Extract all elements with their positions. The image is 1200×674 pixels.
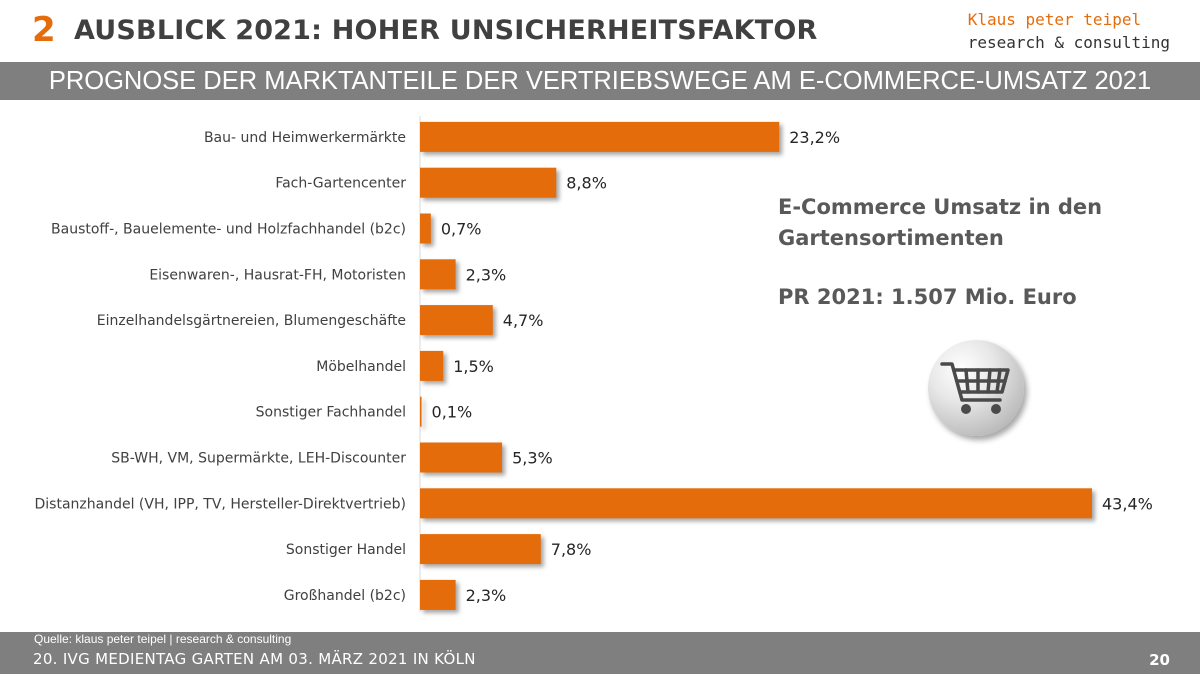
info-heading: E-Commerce Umsatz in den Gartensortiment… bbox=[778, 195, 1103, 250]
footer-event: 20. IVG MEDIENTAG GARTEN AM 03. MÄRZ 202… bbox=[33, 650, 476, 668]
category-label: Baustoff-, Bauelemente- und Holzfachhand… bbox=[51, 222, 406, 238]
data-label: 2,3% bbox=[466, 265, 507, 284]
category-label: Möbelhandel bbox=[316, 359, 406, 375]
data-label: 4,7% bbox=[503, 311, 544, 330]
logo-line-1: Klaus peter teipel bbox=[967, 10, 1142, 29]
category-label: Sonstiger Fachhandel bbox=[256, 405, 406, 421]
bar bbox=[420, 442, 503, 473]
category-label: Bau- und Heimwerkermärkte bbox=[204, 130, 406, 146]
logo-line-2: research & consulting bbox=[967, 33, 1170, 52]
bar bbox=[420, 534, 541, 565]
category-label: Eisenwaren-, Hausrat-FH, Motoristen bbox=[149, 267, 406, 283]
bar bbox=[420, 305, 493, 336]
shopping-cart-icon bbox=[928, 340, 1024, 436]
category-label: Sonstiger Handel bbox=[286, 542, 406, 558]
data-label: 1,5% bbox=[453, 357, 494, 376]
bar bbox=[420, 121, 780, 152]
data-label: 5,3% bbox=[512, 449, 553, 468]
bar-chart: Bau- und Heimwerkermärkte 23,2% Fach-Garte… bbox=[34, 116, 1153, 612]
data-label: 2,3% bbox=[466, 586, 507, 605]
bar bbox=[420, 259, 456, 290]
company-logo: Klaus peter teipel research & consulting bbox=[968, 8, 1170, 54]
category-label: Distanzhandel (VH, IPP, TV, Hersteller-D… bbox=[34, 496, 406, 512]
data-label: 43,4% bbox=[1102, 494, 1153, 513]
bar bbox=[420, 396, 422, 427]
page-title: AUSBLICK 2021: HOHER UNSICHERHEITSFAKTOR bbox=[74, 15, 818, 46]
bar bbox=[420, 488, 1092, 519]
data-label: 0,7% bbox=[441, 220, 482, 239]
chart-title: PROGNOSE DER MARKTANTEILE DER VERTRIEBSW… bbox=[48, 67, 1152, 95]
bar bbox=[420, 579, 456, 610]
category-label: Fach-Gartencenter bbox=[275, 176, 406, 192]
category-label: Großhandel (b2c) bbox=[284, 588, 406, 604]
source-note: Quelle: klaus peter teipel | research & … bbox=[34, 632, 292, 646]
category-label: Einzelhandelsgärtnereien, Blumengeschäft… bbox=[97, 313, 406, 329]
page-number: 20 bbox=[1149, 651, 1170, 669]
data-label: 8,8% bbox=[566, 174, 607, 193]
bar bbox=[420, 167, 557, 198]
bar bbox=[420, 213, 431, 244]
bar bbox=[420, 350, 444, 381]
info-box: E-Commerce Umsatz in den Gartensortiment… bbox=[778, 192, 1158, 313]
footer-band bbox=[0, 632, 1200, 674]
data-label: 0,1% bbox=[432, 403, 473, 422]
data-label: 7,8% bbox=[551, 540, 592, 559]
section-number: 2 bbox=[32, 10, 56, 50]
info-value: PR 2021: 1.507 Mio. Euro bbox=[778, 285, 1077, 309]
subtitle-band: PROGNOSE DER MARKTANTEILE DER VERTRIEBSW… bbox=[0, 62, 1200, 100]
category-label: SB-WH, VM, Supermärkte, LEH-Discounter bbox=[111, 451, 406, 467]
data-label: 23,2% bbox=[789, 128, 840, 147]
